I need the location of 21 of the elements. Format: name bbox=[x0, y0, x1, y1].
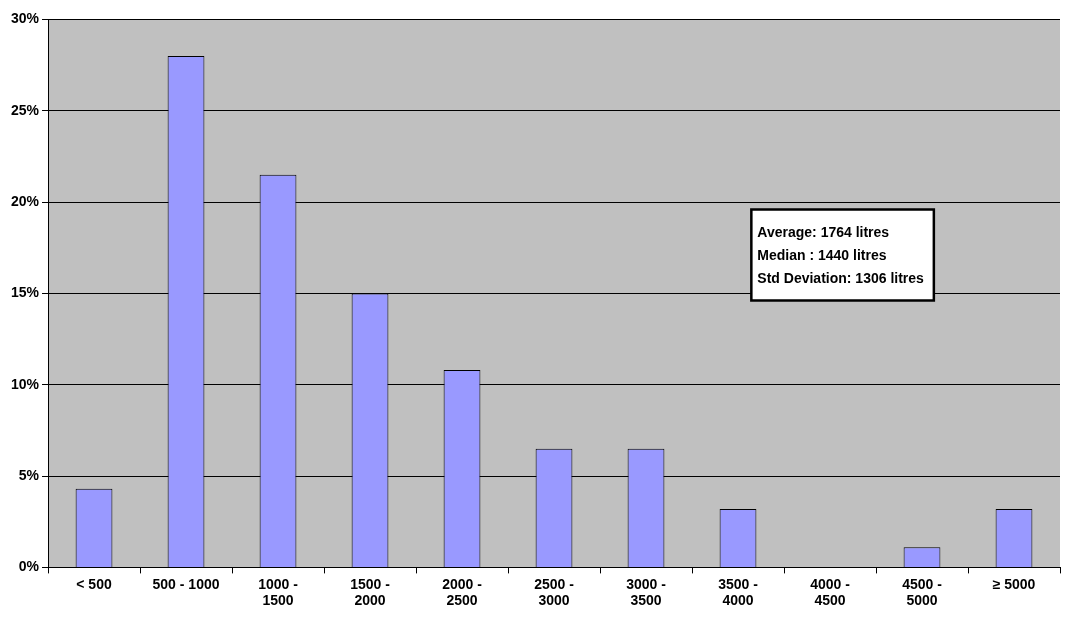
x-tick-label: 3500 - 4000 bbox=[718, 575, 759, 609]
x-tick-label: 500 - 1000 bbox=[152, 575, 220, 592]
x-tick-label: 1000 - 1500 bbox=[258, 575, 299, 609]
x-tick-label: 1500 - 2000 bbox=[350, 575, 391, 609]
y-tick-label: 25% bbox=[10, 101, 40, 118]
y-tick-label: 5% bbox=[18, 466, 40, 483]
x-tick-label: 3000 - 3500 bbox=[626, 575, 667, 609]
x-tick-label: 4500 - 5000 bbox=[902, 575, 943, 609]
x-tick-label: 2000 - 2500 bbox=[442, 575, 483, 609]
annotation: Median : 1440 litres bbox=[757, 247, 887, 264]
x-tick-label: < 500 bbox=[76, 575, 112, 592]
annotation: Average: 1764 litres bbox=[757, 224, 890, 241]
y-tick-label: 0% bbox=[18, 558, 40, 575]
y-tick-label: 30% bbox=[10, 10, 40, 27]
y-tick-label: 10% bbox=[10, 375, 40, 392]
y-tick-label: 20% bbox=[10, 192, 40, 209]
x-tick-label: 4000 - 4500 bbox=[810, 575, 851, 609]
x-tick-label: ≥ 5000 bbox=[992, 575, 1036, 592]
x-tick-label: 2500 - 3000 bbox=[534, 575, 575, 609]
y-tick-label: 15% bbox=[10, 284, 40, 301]
annotation: Std Deviation: 1306 litres bbox=[757, 270, 925, 287]
